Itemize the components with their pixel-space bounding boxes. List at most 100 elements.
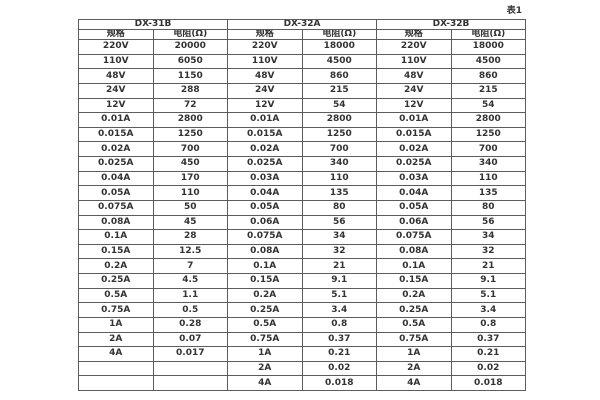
spec-cell: 0.01A bbox=[227, 112, 303, 128]
table-row: 0.05A 110 0.04A 135 0.04A 135 bbox=[78, 185, 527, 201]
resistance-cell: 700 bbox=[152, 141, 229, 157]
resistance-cell: 2800 bbox=[301, 112, 378, 128]
spec-header-dx32b: 规格 bbox=[376, 29, 452, 40]
spec-cell: 0.15A bbox=[376, 273, 452, 289]
resistance-cell: 0.017 bbox=[152, 346, 229, 362]
table-row: 0.1A 28 0.075A 34 0.075A 34 bbox=[78, 229, 527, 245]
resistance-cell: 7 bbox=[152, 258, 229, 274]
resistance-cell: 3.4 bbox=[301, 302, 378, 318]
resistance-cell: 135 bbox=[301, 185, 378, 201]
spec-cell: 0.06A bbox=[227, 214, 303, 231]
table-row: 0.075A 50 0.05A 80 0.05A 80 bbox=[78, 199, 527, 216]
resistance-cell: 28 bbox=[152, 229, 229, 245]
resistance-cell: 20000 bbox=[152, 39, 229, 55]
table-row: 0.025A 450 0.025A 340 0.025A 340 bbox=[78, 156, 527, 172]
spec-cell: 0.04A bbox=[78, 170, 154, 187]
resistance-cell: 0.37 bbox=[301, 331, 378, 348]
spec-cell: 0.25A bbox=[78, 273, 154, 289]
table-row: 1A 0.28 0.5A 0.8 0.5A 0.8 bbox=[78, 316, 527, 333]
spec-cell: 48V bbox=[376, 68, 452, 84]
resistance-cell: 3.4 bbox=[450, 302, 527, 318]
table-row: 110V 6050 110V 4500 110V 4500 bbox=[78, 53, 527, 70]
spec-cell: 0.1A bbox=[78, 229, 154, 245]
spec-cell: 24V bbox=[227, 82, 303, 99]
spec-cell: 1A bbox=[78, 316, 154, 333]
table-row: 0.75A 0.5 0.25A 3.4 0.25A 3.4 bbox=[78, 302, 527, 318]
spec-cell: 0.08A bbox=[376, 243, 452, 260]
resistance-cell: 0.28 bbox=[152, 316, 229, 333]
resistance-cell: 54 bbox=[301, 97, 378, 114]
resistance-cell: 170 bbox=[152, 170, 229, 187]
resistance-cell: 0.07 bbox=[152, 331, 229, 348]
spec-cell: 220V bbox=[227, 39, 303, 55]
table-row: 0.02A 700 0.02A 700 0.02A 700 bbox=[78, 141, 527, 157]
resistance-cell: 1150 bbox=[152, 68, 229, 84]
table-row: 2A 0.07 0.75A 0.37 0.75A 0.37 bbox=[78, 331, 527, 348]
table-row: 0.5A 1.1 0.2A 5.1 0.2A 5.1 bbox=[78, 287, 527, 304]
table-row: 24V 288 24V 215 24V 215 bbox=[78, 82, 527, 99]
spec-cell: 48V bbox=[227, 68, 303, 84]
resistance-cell: 2800 bbox=[152, 112, 229, 128]
table-row: 0.04A 170 0.03A 110 0.03A 110 bbox=[78, 170, 527, 187]
table-row: 2A 0.02 2A 0.02 bbox=[78, 360, 527, 377]
spec-cell bbox=[78, 360, 154, 377]
resistance-header-dx32b: 电阻(Ω) bbox=[450, 29, 527, 40]
resistance-header-dx32a: 电阻(Ω) bbox=[301, 29, 378, 40]
resistance-header-dx31b: 电阻(Ω) bbox=[152, 29, 229, 40]
spec-cell: 0.05A bbox=[78, 185, 154, 201]
spec-cell: 110V bbox=[376, 53, 452, 70]
resistance-cell: 34 bbox=[301, 229, 378, 245]
spec-cell: 0.05A bbox=[227, 199, 303, 216]
group-header-dx31b: DX-31B bbox=[77, 19, 229, 30]
spec-cell: 12V bbox=[376, 97, 452, 114]
spec-cell: 0.2A bbox=[78, 258, 154, 274]
table-row: 220V 20000 220V 18000 220V 18000 bbox=[78, 39, 527, 55]
resistance-cell: 9.1 bbox=[301, 273, 378, 289]
table-row: 4A 0.018 4A 0.018 bbox=[78, 375, 527, 391]
spec-cell: 48V bbox=[78, 68, 154, 84]
resistance-cell: 0.21 bbox=[301, 346, 378, 362]
spec-cell: 0.01A bbox=[376, 112, 452, 128]
resistance-cell: 4500 bbox=[301, 53, 378, 70]
spec-cell: 4A bbox=[78, 346, 154, 362]
resistance-cell bbox=[152, 360, 229, 377]
resistance-cell: 288 bbox=[152, 82, 229, 99]
spec-cell: 0.5A bbox=[227, 316, 303, 333]
spec-cell: 1A bbox=[376, 346, 452, 362]
group-header-row: DX-31B DX-32A DX-32B bbox=[77, 19, 527, 30]
resistance-cell: 45 bbox=[152, 214, 229, 231]
resistance-cell: 215 bbox=[301, 82, 378, 99]
resistance-spec-table: DX-31B DX-32A DX-32B 规格 电阻(Ω) 规格 电阻(Ω) 规… bbox=[77, 19, 527, 391]
table-body: 220V 20000 220V 18000 220V 18000 110V 6050 110V 4… bbox=[78, 39, 527, 391]
spec-cell: 2A bbox=[227, 360, 303, 377]
spec-header-dx31b: 规格 bbox=[78, 29, 154, 40]
resistance-cell: 32 bbox=[301, 243, 378, 260]
resistance-cell: 18000 bbox=[450, 39, 527, 55]
resistance-cell: 9.1 bbox=[450, 273, 527, 289]
resistance-cell: 56 bbox=[301, 214, 378, 231]
spec-cell: 12V bbox=[78, 97, 154, 114]
spec-cell: 0.015A bbox=[376, 126, 452, 143]
spec-cell: 0.05A bbox=[376, 199, 452, 216]
resistance-cell: 0.21 bbox=[450, 346, 527, 362]
table-row: 0.08A 45 0.06A 56 0.06A 56 bbox=[78, 214, 527, 231]
spec-cell: 110V bbox=[78, 53, 154, 70]
spec-cell: 4A bbox=[376, 375, 452, 391]
spec-cell: 0.2A bbox=[227, 287, 303, 304]
resistance-cell: 0.8 bbox=[301, 316, 378, 333]
spec-cell: 0.02A bbox=[376, 141, 452, 157]
spec-cell: 0.75A bbox=[78, 302, 154, 318]
spec-cell: 0.015A bbox=[78, 126, 154, 143]
spec-cell: 220V bbox=[376, 39, 452, 55]
spec-cell: 0.08A bbox=[227, 243, 303, 260]
spec-cell: 220V bbox=[78, 39, 154, 55]
resistance-cell: 215 bbox=[450, 82, 527, 99]
resistance-cell: 56 bbox=[450, 214, 527, 231]
spec-cell: 0.075A bbox=[376, 229, 452, 245]
spec-cell: 0.02A bbox=[227, 141, 303, 157]
spec-cell: 0.03A bbox=[227, 170, 303, 187]
resistance-cell: 860 bbox=[301, 68, 378, 84]
spec-cell: 0.1A bbox=[376, 258, 452, 274]
resistance-cell: 340 bbox=[301, 156, 378, 172]
spec-cell: 0.06A bbox=[376, 214, 452, 231]
